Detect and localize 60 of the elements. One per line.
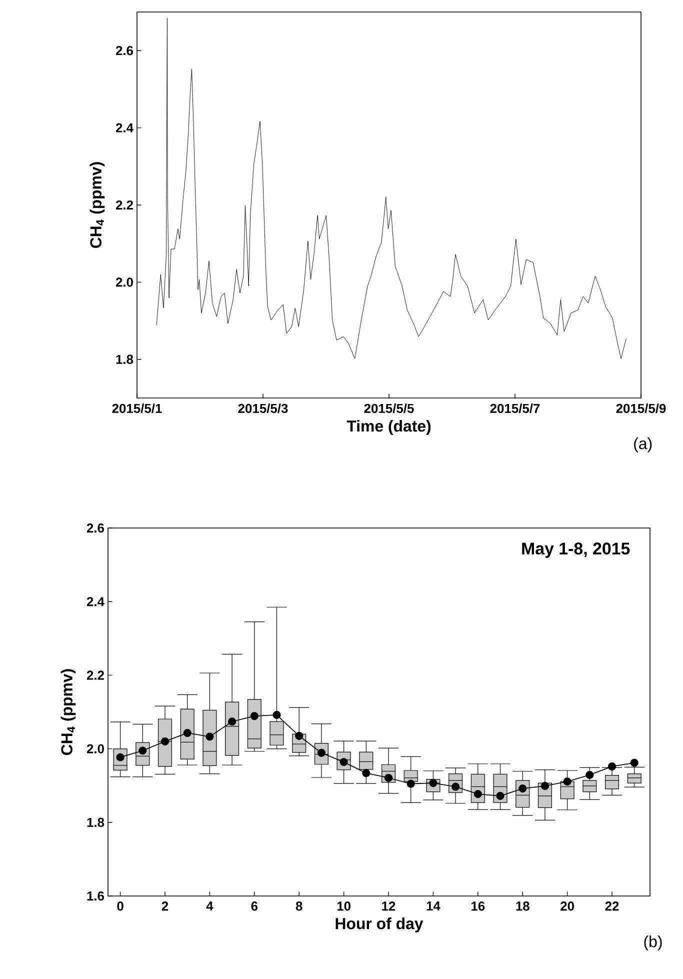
y-tick-label: 1.8 <box>87 818 104 827</box>
point <box>160 737 170 746</box>
point <box>406 780 415 788</box>
y-tick-label: 2.4 <box>86 597 104 606</box>
y-tick-label: 2.2 <box>86 670 104 680</box>
x-tick-label: 2015/5/3 <box>238 404 288 414</box>
y-tick-label: 2.0 <box>116 278 133 287</box>
point <box>630 758 638 767</box>
point <box>206 732 214 741</box>
point <box>250 712 258 720</box>
point <box>340 758 348 766</box>
x-tick-label: 2015/5/5 <box>364 404 414 414</box>
x-tick-label: 20 <box>560 902 574 911</box>
x-axis-title: Hour of day <box>336 918 424 932</box>
point <box>272 710 281 719</box>
text: (a) <box>634 438 652 452</box>
point <box>586 770 594 779</box>
x-tick-label: 4 <box>206 902 214 910</box>
y-tick-label: 2.2 <box>116 200 133 210</box>
point <box>317 748 326 757</box>
y-tick-label: 2.0 <box>86 744 104 754</box>
x-tick-label: 2015/5/1 <box>112 404 162 414</box>
y-axis-title: CH$_{4}$ (ppmv) <box>60 669 76 755</box>
x-tick-label: 6 <box>251 902 258 911</box>
x-tick-label: 12 <box>382 902 396 911</box>
point <box>138 746 147 755</box>
point <box>429 778 438 788</box>
point <box>563 778 572 786</box>
y-tick-label: 2.6 <box>116 46 134 56</box>
x-tick-label: 16 <box>472 902 485 911</box>
point <box>496 792 504 800</box>
x-tick-label: 2015/5/7 <box>490 404 540 414</box>
point <box>183 728 192 738</box>
x-tick-label: 10 <box>337 902 350 911</box>
x-tick-label: 18 <box>516 902 530 911</box>
text: (b) <box>644 936 662 950</box>
x-tick-label: 22 <box>605 902 619 911</box>
point <box>362 769 370 778</box>
point <box>228 718 236 726</box>
x-tick-label: 2 <box>162 902 168 911</box>
point <box>540 782 550 790</box>
point <box>384 774 393 782</box>
y-tick-label: 2.4 <box>116 123 134 132</box>
line-series <box>156 18 626 359</box>
y-axis-title: CH$_{4}$ (ppmv) <box>90 162 105 248</box>
y-tick-label: 1.6 <box>87 891 104 901</box>
x-tick-label: 8 <box>296 902 302 911</box>
annotation: May 1-8, 2015 <box>522 542 630 558</box>
y-tick-label: 2.6 <box>86 523 104 533</box>
point <box>295 732 304 740</box>
point <box>116 753 124 762</box>
point <box>452 782 460 791</box>
x-tick-label: 0 <box>117 902 124 911</box>
point <box>518 784 527 793</box>
x-tick-label: 2015/5/9 <box>616 404 666 414</box>
point <box>608 762 616 771</box>
y-tick-label: 1.8 <box>116 354 134 364</box>
point <box>474 790 482 798</box>
x-tick-label: 14 <box>426 902 440 910</box>
x-axis-title: Time (date) <box>346 420 431 435</box>
